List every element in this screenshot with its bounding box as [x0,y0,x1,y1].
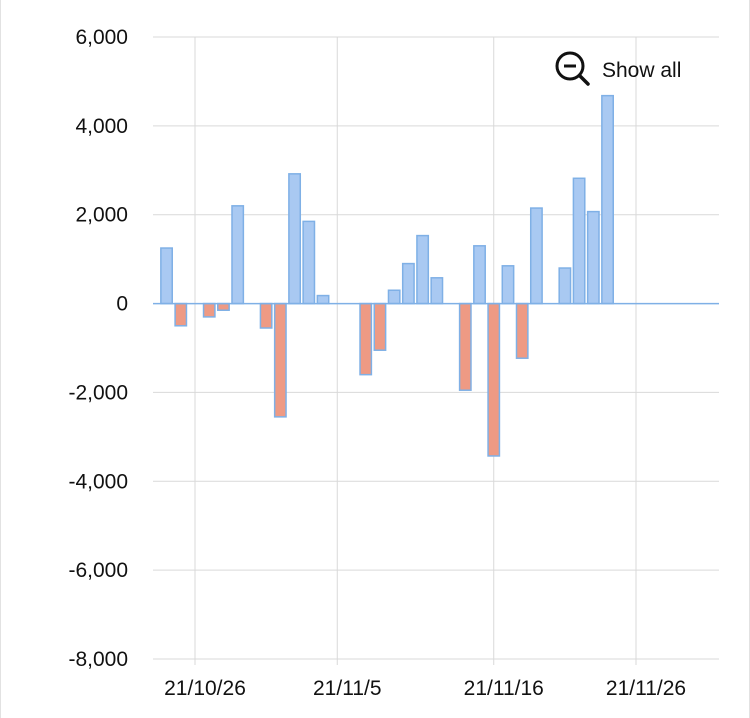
x-tick-label: 21/11/26 [606,677,686,700]
bar-positive [302,220,316,305]
bar-negative [259,302,273,329]
show-all-label: Show all [602,59,682,82]
bar-negative [373,302,387,351]
bar-negative [458,302,472,391]
left-frame-line [0,0,1,718]
bar-negative [515,302,529,359]
y-tick-label: -4,000 [68,470,128,493]
x-tick-label: 21/10/26 [164,677,246,700]
bar-negative [273,302,287,418]
y-tick-label: -2,000 [68,381,128,404]
bar-positive [572,177,586,305]
bar-negative [174,302,188,327]
bar-positive [288,173,302,305]
bar-positive [416,234,430,305]
bar-negative [217,302,230,311]
y-tick-label: 6,000 [75,26,128,49]
bar-positive [231,205,245,305]
y-tick-label: -8,000 [68,648,128,671]
bar-positive [501,265,515,305]
x-tick-label: 21/11/16 [464,677,544,700]
show-all-button[interactable]: Show all [554,50,682,93]
bar-positive [430,277,444,305]
zoom-out-icon [554,50,592,93]
bar-positive [558,267,572,305]
bar-positive [401,262,415,305]
bar-negative [487,302,501,457]
bar-negative [202,302,216,318]
bar-positive [601,94,614,305]
bar-positive [316,294,330,305]
bar-positive [473,245,486,305]
y-tick-label: 0 [116,293,128,316]
bar-positive [160,247,173,305]
bar-negative [359,302,373,376]
y-tick-label: 4,000 [75,115,128,138]
y-tick-label: 2,000 [75,204,128,227]
bar-positive [586,210,600,305]
y-tick-label: -6,000 [68,559,128,582]
bar-positive [529,207,543,305]
x-tick-label: 21/11/5 [313,677,382,700]
bar-positive [387,289,401,305]
